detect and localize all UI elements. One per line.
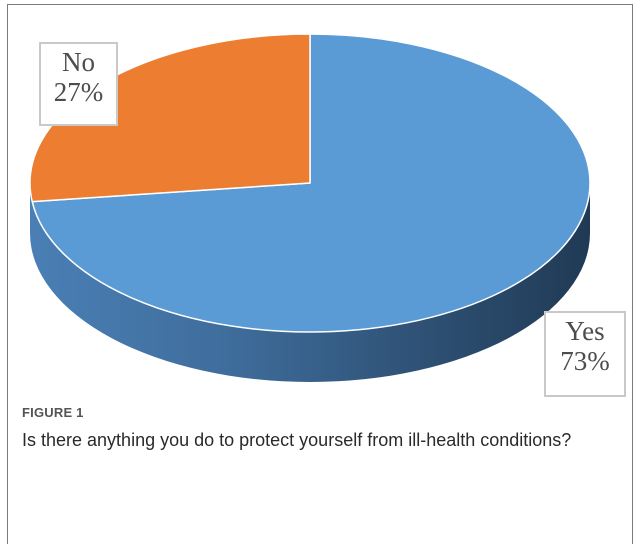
pie-slice-yes (31, 33, 591, 333)
slice-label-no-value: 27% (53, 77, 104, 107)
figure-caption-text: Is there anything you do to protect your… (22, 430, 572, 450)
slice-label-no: No 27% (39, 42, 118, 126)
slice-label-yes-value: 73% (560, 346, 610, 376)
figure-caption: FIGURE 1 Is there anything you do to pro… (22, 405, 622, 454)
slice-label-no-name: No (62, 47, 95, 77)
slice-label-yes: Yes 73% (544, 311, 626, 397)
pie-chart (29, 33, 591, 382)
figure-number: FIGURE 1 (22, 405, 84, 420)
slice-label-yes-name: Yes (565, 316, 605, 346)
pie-side-wall (30, 183, 590, 382)
figure-frame (7, 4, 633, 544)
